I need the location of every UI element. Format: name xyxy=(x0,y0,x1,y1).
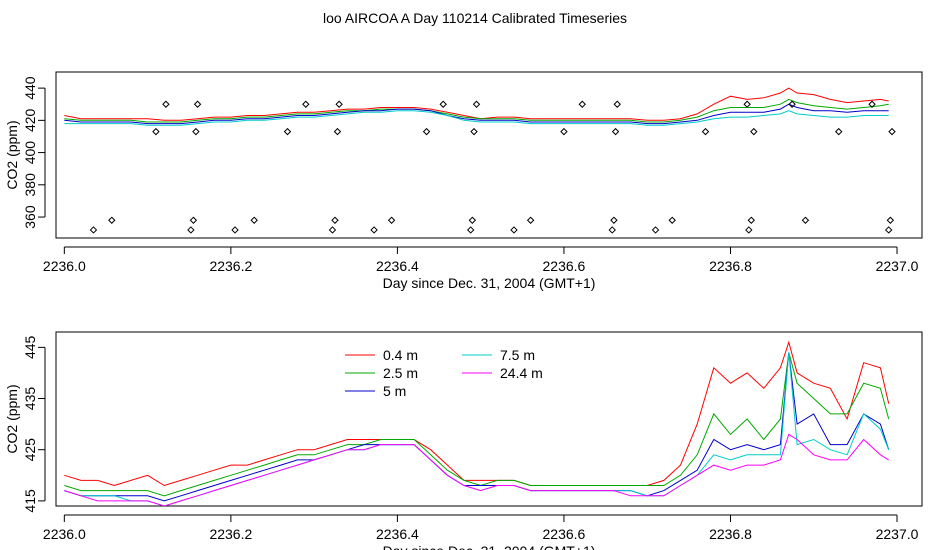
x-axis-label: Day since Dec. 31, 2004 (GMT+1) xyxy=(383,275,596,291)
scatter-point xyxy=(189,216,198,224)
scatter-point xyxy=(578,100,586,108)
data-layer xyxy=(64,340,890,506)
scatter-point xyxy=(835,127,843,136)
legend-label: 7.5 m xyxy=(500,347,535,363)
legend-label: 5 m xyxy=(383,383,406,399)
scatter-point xyxy=(801,216,810,224)
scatter-point xyxy=(335,100,343,108)
scatter-point xyxy=(370,226,378,234)
y-tick-label: 435 xyxy=(22,387,38,411)
x-tick-label: 2236.8 xyxy=(709,258,752,274)
x-tick-label: 2236.2 xyxy=(209,526,252,542)
scatter-point xyxy=(328,226,337,234)
scatter-point xyxy=(868,100,876,108)
x-tick-label: 2236.0 xyxy=(43,526,86,542)
legend-label: 24.4 m xyxy=(500,365,543,381)
y-axis-label: CO2 (ppm) xyxy=(4,384,20,453)
y-tick-label: 380 xyxy=(22,173,38,197)
scatter-point xyxy=(470,127,478,136)
scatter-point xyxy=(747,216,756,224)
y-tick-label: 420 xyxy=(22,108,38,132)
scatter-point xyxy=(331,216,339,224)
scatter-point xyxy=(231,226,239,234)
series-line xyxy=(64,87,889,121)
scatter-point xyxy=(387,216,396,224)
y-tick-label: 440 xyxy=(22,76,38,100)
x-tick-label: 2237.0 xyxy=(876,526,919,542)
x-tick-label: 2236.8 xyxy=(709,526,752,542)
scatter-point xyxy=(610,216,618,224)
scatter-point xyxy=(108,216,116,224)
y-tick-label: 415 xyxy=(22,489,38,513)
legend-label: 0.4 m xyxy=(383,347,418,363)
scatter-point xyxy=(250,216,258,224)
scatter-point xyxy=(750,127,758,136)
series-line xyxy=(64,352,890,506)
series-line xyxy=(64,98,889,123)
y-tick-label: 425 xyxy=(22,438,38,462)
scatter-point xyxy=(526,216,535,224)
scatter-point xyxy=(884,226,893,234)
scatter-point xyxy=(668,216,676,224)
scatter-point xyxy=(701,127,710,136)
scatter-point xyxy=(162,100,170,108)
scatter-point xyxy=(888,127,896,136)
series-line xyxy=(64,110,889,126)
series-line xyxy=(64,340,890,487)
scatter-point xyxy=(192,127,200,136)
x-axis-label: Day since Dec. 31, 2004 (GMT+1) xyxy=(383,543,596,550)
scatter-point xyxy=(611,127,620,136)
series-line xyxy=(64,352,890,497)
y-tick-label: 445 xyxy=(22,335,38,359)
scatter-point xyxy=(472,100,481,108)
x-tick-label: 2237.0 xyxy=(876,258,919,274)
legend: 0.4 m 2.5 m 5 m 7.5 m 24.4 m xyxy=(345,347,543,399)
scatter-point xyxy=(466,226,475,234)
scatter-point xyxy=(89,226,98,234)
scatter-point xyxy=(422,127,431,136)
x-tick-label: 2236.2 xyxy=(209,258,252,274)
chart-panel-1: 2236.0 2236.2 2236.4 2236.6 2236.8 2237.0 Day … xyxy=(4,71,923,291)
scatter-point xyxy=(193,100,202,108)
scatter-point xyxy=(439,100,447,108)
series-line xyxy=(64,103,889,125)
scatter-point xyxy=(560,127,568,136)
y-tick-label: 400 xyxy=(22,141,38,165)
scatter-point xyxy=(613,100,621,108)
chart-title: loo AIRCOA A Day 110214 Calibrated Times… xyxy=(322,10,627,26)
series-line xyxy=(64,352,890,502)
x-tick-label: 2236.4 xyxy=(376,526,419,542)
scatter-point xyxy=(651,226,660,234)
scatter-point xyxy=(468,216,477,224)
scatter-point xyxy=(510,226,518,234)
plot-frame xyxy=(55,331,923,507)
scatter-point xyxy=(152,127,160,136)
scatter-point xyxy=(886,216,895,224)
scatter-point xyxy=(743,100,751,108)
x-tick-label: 2236.6 xyxy=(543,258,586,274)
scatter-point xyxy=(788,100,796,108)
scatter-point xyxy=(187,226,195,234)
scatter-point xyxy=(302,100,310,108)
scatter-point xyxy=(745,226,753,234)
scatter-point xyxy=(608,226,616,234)
data-layer xyxy=(64,87,896,234)
legend-label: 2.5 m xyxy=(383,365,418,381)
scatter-point xyxy=(333,127,342,136)
y-tick-label: 360 xyxy=(22,205,38,229)
series-line xyxy=(64,433,889,506)
chart-panel-2: 2236.0 2236.2 2236.4 2236.6 2236.8 2237.0 Day … xyxy=(4,331,923,550)
scatter-point xyxy=(283,127,292,136)
y-axis-label: CO2 (ppm) xyxy=(4,120,20,189)
x-tick-label: 2236.0 xyxy=(43,258,86,274)
x-tick-label: 2236.4 xyxy=(376,258,419,274)
x-tick-label: 2236.6 xyxy=(543,526,586,542)
plot-frame xyxy=(55,71,923,239)
